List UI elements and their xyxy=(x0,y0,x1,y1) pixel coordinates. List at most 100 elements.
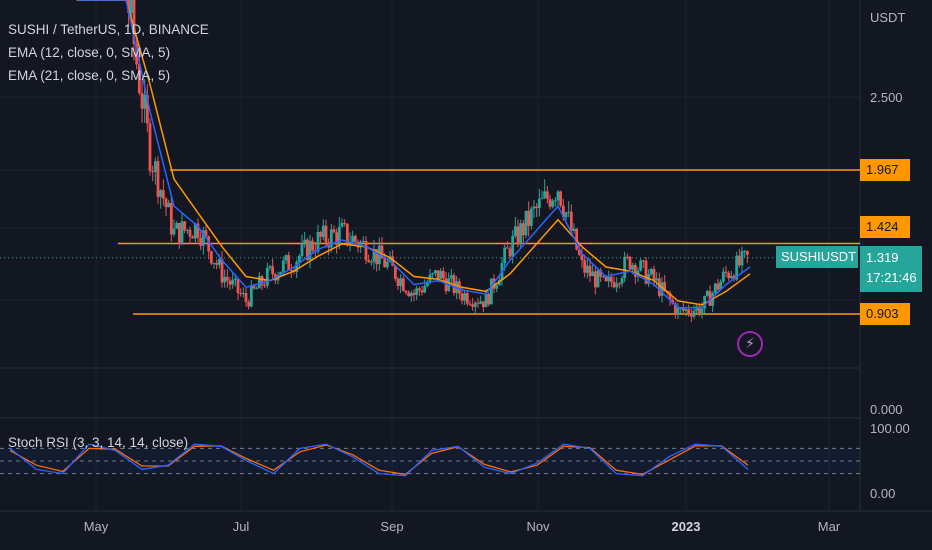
candle-body xyxy=(457,281,461,294)
candle-body xyxy=(593,271,597,288)
candle-body xyxy=(351,236,355,242)
candle-body xyxy=(409,292,413,297)
candle-body xyxy=(439,271,443,279)
time-tick-label: May xyxy=(83,519,109,534)
currency-label: USDT xyxy=(870,10,906,25)
candle-body xyxy=(172,228,176,235)
candle-body xyxy=(545,191,549,199)
candle-body xyxy=(289,269,293,271)
candle-body xyxy=(353,236,357,242)
symbol-price-tag: SUSHIUSDT xyxy=(776,246,858,268)
candle-body xyxy=(281,260,285,272)
candle-body xyxy=(305,239,309,260)
candle-body xyxy=(167,202,171,208)
candle-body xyxy=(588,265,592,277)
candle-body xyxy=(713,283,717,294)
candle-body xyxy=(471,304,475,307)
price-tick-label: 2.500 xyxy=(870,90,903,105)
candle-body xyxy=(148,123,152,171)
candle-body xyxy=(228,280,232,285)
time-tick-label: Sep xyxy=(380,519,404,534)
candle-body xyxy=(641,260,645,262)
candle-body xyxy=(532,206,536,209)
candle-body xyxy=(209,251,213,264)
candle-body xyxy=(460,293,464,301)
candle-body xyxy=(743,250,747,252)
candle-body xyxy=(383,258,387,268)
candle-body xyxy=(177,223,181,244)
candle-body xyxy=(553,200,557,202)
candle-body xyxy=(596,270,600,288)
candle-body xyxy=(129,0,133,13)
candle-body xyxy=(436,270,440,279)
candle-body xyxy=(143,94,147,109)
stoch-d-line xyxy=(9,444,749,476)
stoch-rsi-label[interactable]: Stoch RSI (3, 3, 14, 14, close) xyxy=(8,435,189,450)
candle-body xyxy=(631,265,635,270)
candle-body xyxy=(529,208,533,227)
candle-body xyxy=(673,303,677,315)
candle-body xyxy=(604,276,608,282)
candle-body xyxy=(169,202,173,235)
candle-body xyxy=(391,256,395,266)
candle-body xyxy=(660,282,664,296)
candle-body xyxy=(145,94,149,124)
stoch-tick-label: 0.00 xyxy=(870,486,896,501)
candle-body xyxy=(412,292,416,295)
candle-body xyxy=(591,271,595,277)
candle-body xyxy=(601,276,605,278)
candle-body xyxy=(497,280,501,286)
candle-body xyxy=(716,283,720,290)
stoch-rsi xyxy=(0,443,860,477)
candle-body xyxy=(609,276,613,282)
lightning-icon[interactable]: ⚡ xyxy=(737,331,763,357)
candle-body xyxy=(476,302,480,304)
candle-body xyxy=(247,301,251,307)
candle-body xyxy=(295,261,299,272)
candle-body xyxy=(300,243,304,256)
candle-body xyxy=(495,285,499,289)
candle-body xyxy=(151,170,155,172)
candle-body xyxy=(284,255,288,261)
candle-body xyxy=(156,161,160,197)
candle-body xyxy=(663,282,667,291)
last-price-value: 1.319 xyxy=(866,250,899,265)
candle-body xyxy=(652,269,656,281)
candle-body xyxy=(329,229,333,248)
ema21-line xyxy=(78,0,751,306)
candle-body xyxy=(481,301,485,308)
candle-body xyxy=(535,206,539,208)
candle-body xyxy=(524,210,528,236)
time-tick-label: Nov xyxy=(526,519,550,534)
candle-body xyxy=(537,198,541,208)
candle-body xyxy=(415,288,419,295)
candle-body xyxy=(265,267,269,286)
candle-body xyxy=(340,222,344,227)
candle-body xyxy=(369,261,373,263)
candle-body xyxy=(241,293,245,295)
level-tag-0903: 0.903 xyxy=(860,303,910,325)
candle-body xyxy=(516,226,520,245)
candle-body xyxy=(441,271,445,279)
candle-body xyxy=(193,223,197,239)
level-tag-1967: 1.967 xyxy=(860,159,910,181)
candle-body xyxy=(385,261,389,268)
candle-body xyxy=(236,278,240,294)
candle-body xyxy=(444,278,448,292)
candle-body xyxy=(180,221,184,244)
candle-body xyxy=(559,191,563,206)
candle-body xyxy=(249,285,253,307)
candle-body xyxy=(489,278,493,305)
candle-body xyxy=(572,228,576,231)
candle-body xyxy=(308,240,312,260)
candle-body xyxy=(207,236,211,252)
stoch-k-line xyxy=(9,443,749,477)
candle-body xyxy=(735,255,739,280)
candle-body xyxy=(700,308,704,314)
candle-body xyxy=(423,285,427,293)
time-tick-label: Jul xyxy=(232,519,250,534)
candle-body xyxy=(564,212,568,218)
candle-body xyxy=(343,222,347,224)
candle-body xyxy=(503,247,507,264)
